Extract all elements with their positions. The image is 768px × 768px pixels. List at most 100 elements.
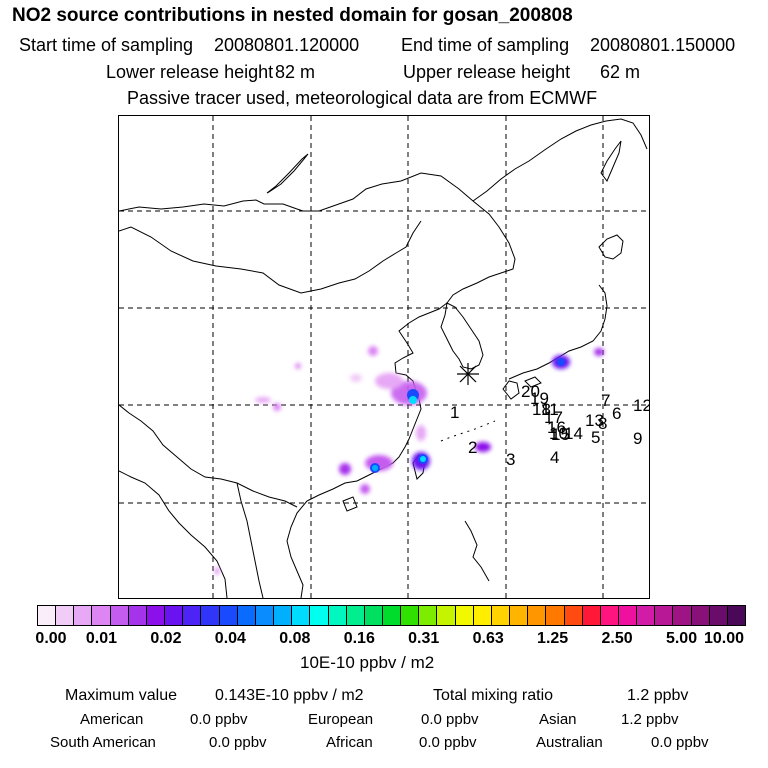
core-osaka (557, 358, 565, 366)
ryukyu-islands (440, 420, 496, 442)
colorbar-segment (455, 606, 474, 625)
colorbar-segment (528, 606, 547, 625)
region-value: 0.0 ppbv (419, 734, 477, 751)
region-name: Asian (539, 711, 577, 728)
colorbar-tick-label: 10.00 (703, 630, 745, 647)
colorbar-segment (600, 606, 619, 625)
colorbar-segment (56, 606, 75, 625)
point-label: 3 (506, 450, 515, 469)
region-value: 0.0 ppbv (651, 734, 709, 751)
colorbar-segment (655, 606, 674, 625)
point-label: 7 (601, 391, 610, 410)
upper-height-label: Upper release height (403, 62, 571, 82)
plume-west-1 (255, 397, 271, 403)
philippines-outline (464, 520, 490, 582)
colorbar-segment (146, 606, 166, 625)
japan-kyushu-shikoku (502, 376, 542, 400)
upper-height-value: 62 m (600, 62, 641, 82)
plume-tokyo (594, 348, 604, 356)
colorbar-tick-label: 0.16 (343, 630, 375, 647)
colorbar-segment (219, 606, 238, 625)
plume-okinawa (475, 442, 491, 452)
point-label: 12 (633, 396, 649, 415)
core-shanghai-2 (409, 396, 417, 404)
colorbar-tick-label: 0.01 (85, 630, 118, 647)
colorbar-tick-label: 1.25 (537, 630, 569, 647)
colorbar-segment (582, 606, 601, 625)
colorbar-tick-label: 0.02 (150, 630, 182, 647)
colorbar-tick-label: 5.00 (665, 630, 698, 647)
map-canvas: 1 2 3 4 5 6 7 8 9 10 11 12 13 14 15 16 1… (119, 116, 649, 598)
colorbar-segment (292, 606, 311, 625)
colorbar-segment (382, 606, 402, 625)
lower-height-value: 82 m (275, 62, 316, 82)
colorbar-segment (74, 606, 93, 625)
colorbar-segment (183, 606, 202, 625)
colorbar (37, 605, 746, 626)
colorbar-segment (709, 606, 728, 625)
plume-north-china (375, 373, 403, 389)
plume-central (350, 374, 362, 382)
colorbar-segment (165, 606, 184, 625)
south-asia-border (119, 470, 228, 598)
total-mixing-label: Total mixing ratio (433, 687, 554, 704)
point-label: 11 (541, 400, 559, 419)
colorbar-segment (637, 606, 656, 625)
colorbar-segment (437, 606, 456, 625)
colorbar-segment (419, 606, 438, 625)
colorbar-segment (691, 606, 710, 625)
colorbar-segment (673, 606, 692, 625)
total-mixing-value: 1.2 ppbv (627, 687, 689, 704)
lower-height-label: Lower release height (106, 62, 274, 82)
colorbar-tick-label: 2.50 (601, 630, 633, 647)
himalaya-border (119, 404, 298, 508)
japan-honshu (508, 284, 608, 380)
russia-far-east-coast (472, 118, 648, 202)
region-value: 0.0 ppbv (421, 711, 479, 728)
colorbar-segment (128, 606, 147, 625)
point-label: 10 (549, 424, 568, 443)
colorbar-segment (564, 606, 583, 625)
region-name: Australian (536, 734, 603, 751)
max-value: 0.143E-10 ppbv / m2 (215, 687, 364, 704)
plume-west-2 (273, 403, 281, 411)
point-label: 15 (551, 425, 570, 444)
colorbar-tick-label: 0.63 (472, 630, 504, 647)
concentration-cores (370, 358, 565, 473)
colorbar-units: 10E-10 ppbv / m2 (300, 653, 435, 672)
core-taiwan-inner (420, 456, 426, 462)
region-name: American (80, 711, 144, 728)
point-label: 5 (591, 428, 600, 447)
end-time-value: 20080801.150000 (590, 35, 736, 55)
point-labels: 1 2 3 4 5 6 7 8 9 10 11 12 13 14 15 16 1… (450, 382, 649, 469)
region-value: 0.0 ppbv (209, 734, 267, 751)
plume-hainan-north (360, 484, 370, 494)
start-time-label: Start time of sampling (19, 35, 194, 55)
plume-south (215, 567, 219, 575)
map-title: NO2 source contributions in nested domai… (12, 5, 573, 26)
hainan-outline (342, 496, 358, 512)
plume-hangzhou (416, 425, 426, 441)
colorbar-segment (727, 606, 746, 625)
point-label: 8 (598, 414, 607, 433)
colorbar-segment (92, 606, 111, 625)
plume-beijing (368, 346, 378, 356)
colorbar-segment (346, 606, 365, 625)
point-label: 2 (468, 438, 477, 457)
colorbar-segment (510, 606, 529, 625)
region-name: European (308, 711, 374, 728)
concentration-field (215, 346, 604, 575)
colorbar-segment (491, 606, 511, 625)
start-time-value: 20080801.120000 (214, 35, 360, 55)
point-label: 18 (532, 400, 551, 419)
colorbar-segment (619, 606, 638, 625)
end-time-label: End time of sampling (401, 35, 570, 55)
region-name: South American (50, 734, 156, 751)
plume-west-3 (295, 363, 301, 369)
max-value-label: Maximum value (65, 687, 178, 704)
colorbar-tick-label: 0.00 (35, 630, 67, 647)
japan-hokkaido (598, 234, 624, 260)
lake-baikal-outline (266, 153, 309, 194)
korea-coast (440, 302, 484, 370)
mongolia-china-border (119, 220, 422, 294)
